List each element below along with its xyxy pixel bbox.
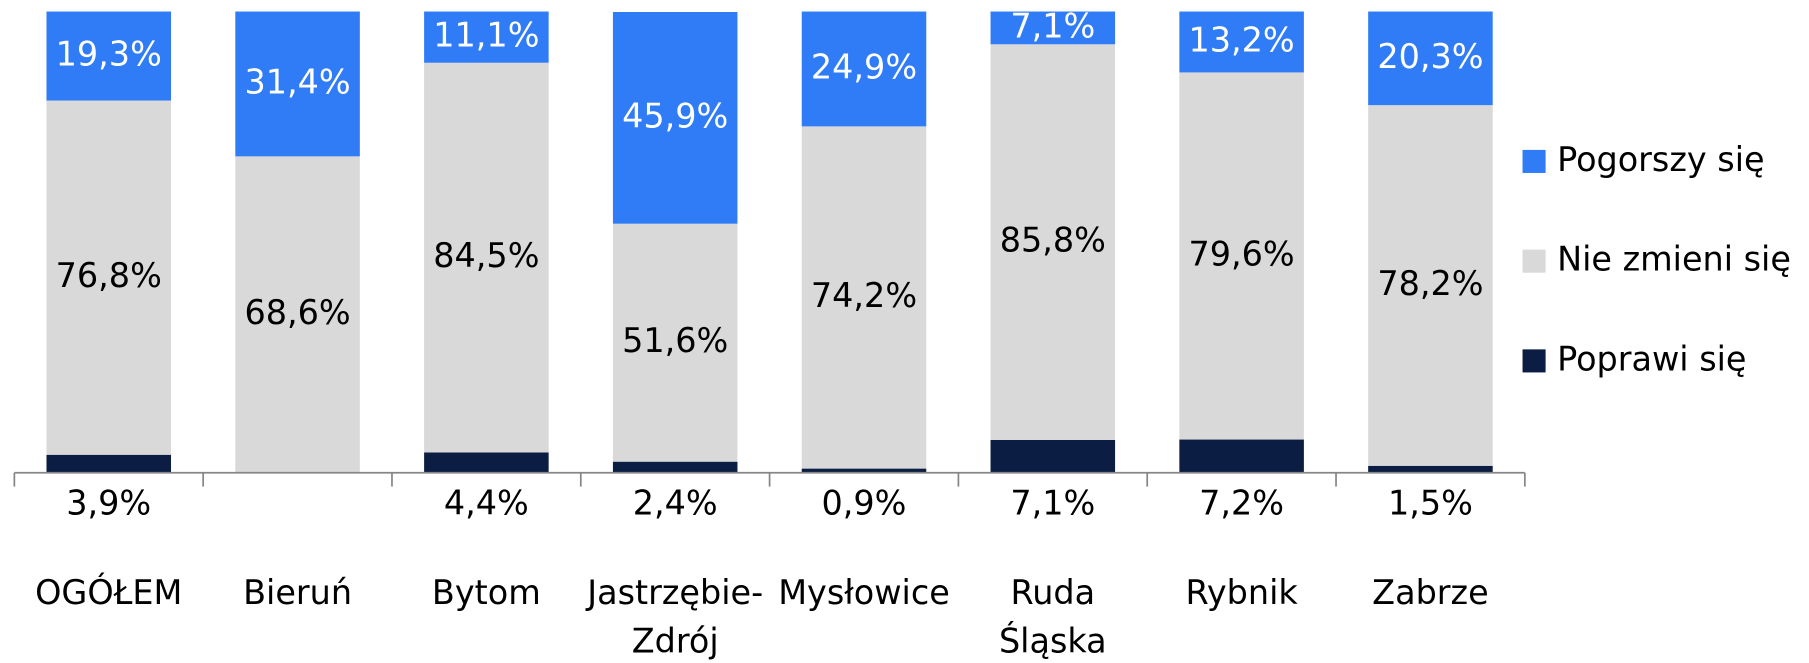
data-label: 13,2% (1189, 20, 1295, 59)
data-label: 84,5% (433, 236, 539, 275)
x-tick-label: Ruda Śląska (998, 573, 1107, 661)
data-label: 79,6% (1189, 234, 1295, 273)
data-label: 1,5% (1388, 484, 1473, 523)
data-label: 0,9% (822, 484, 907, 523)
x-tick-label-box: Ruda Śląska (998, 573, 1107, 661)
bar-segment (235, 11, 360, 157)
legend-label: Poprawi się (1557, 339, 1746, 378)
data-label: 4,4% (444, 484, 529, 523)
bar-segment (612, 223, 738, 462)
x-tick-label: Jastrzębie-Zdrój (587, 573, 764, 661)
data-label: 7,2% (1199, 484, 1284, 523)
data-label: 2,4% (633, 484, 718, 523)
bar-segment (801, 11, 927, 127)
data-label: 7,1% (1010, 6, 1095, 45)
bar-segment (612, 461, 738, 473)
bar-segment (1368, 11, 1493, 106)
data-label: 19,3% (56, 35, 162, 74)
legend-swatch (1522, 249, 1546, 273)
x-tick-label-box: Bytom (431, 573, 541, 613)
x-tick-label: Bieruń (243, 573, 353, 613)
bar-segment (46, 11, 172, 101)
x-tick-label: Zabrze (1372, 573, 1489, 613)
bar-segment (612, 11, 738, 224)
data-label: 51,6% (622, 321, 728, 360)
bar-segment (1368, 465, 1493, 473)
bar-segment (1368, 105, 1493, 466)
bar-segment (46, 454, 172, 473)
data-label: 7,1% (1010, 484, 1095, 523)
x-tick-label-box: Rybnik (1185, 573, 1298, 613)
data-label: 76,8% (56, 256, 162, 295)
data-label: 20,3% (1377, 37, 1483, 76)
legend-swatch (1522, 149, 1546, 173)
x-tick-label-box: Mysłowice (778, 573, 950, 613)
bar-segment (424, 62, 549, 453)
data-label: 78,2% (1377, 264, 1483, 303)
data-label: 31,4% (244, 62, 350, 101)
data-label: 11,1% (433, 16, 539, 55)
bar-segment (801, 468, 927, 473)
x-tick-label: Mysłowice (778, 573, 950, 613)
bar-segment (235, 156, 360, 473)
bar-segment (801, 126, 927, 469)
bar-segment (990, 440, 1116, 473)
x-tick-label-box: Zabrze (1372, 573, 1489, 613)
x-tick-label-box: OGÓŁEM (35, 573, 183, 613)
x-tick-label: Rybnik (1185, 573, 1298, 613)
x-tick-label: OGÓŁEM (35, 573, 183, 613)
bar-segment (990, 44, 1116, 441)
data-label: 68,6% (244, 293, 350, 332)
bar-segment (46, 100, 172, 455)
legend-swatch (1522, 349, 1546, 373)
bar-segment (1179, 11, 1304, 73)
x-tick-label: Bytom (431, 573, 541, 613)
x-tick-label-box: Jastrzębie-Zdrój (587, 573, 764, 661)
data-label: 24,9% (811, 47, 917, 86)
legend-label: Pogorszy się (1557, 140, 1764, 179)
data-label: 85,8% (1000, 221, 1106, 260)
x-tick-label-box: Bieruń (243, 573, 353, 613)
bar-segment (990, 11, 1116, 45)
bar-segment (1179, 72, 1304, 440)
data-label: 74,2% (811, 276, 917, 315)
bar-segment (424, 11, 549, 63)
bar-segment (424, 452, 549, 473)
data-label: 45,9% (622, 96, 728, 135)
legend-label: Nie zmieni się (1557, 240, 1791, 279)
bar-segment (1179, 439, 1304, 473)
data-label: 3,9% (66, 484, 151, 523)
